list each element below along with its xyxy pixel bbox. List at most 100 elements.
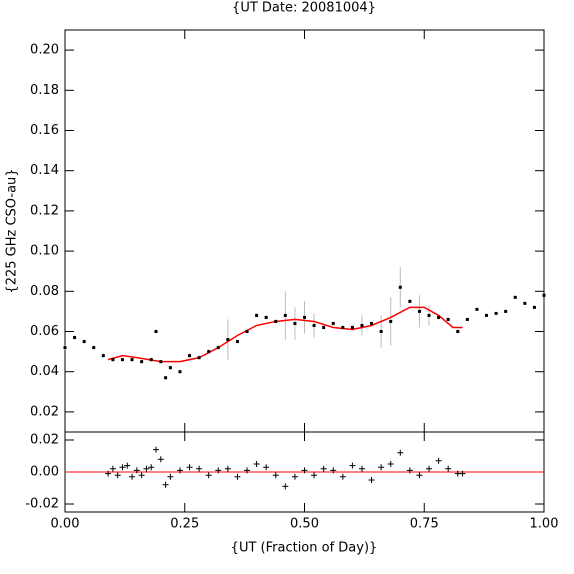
y-tick-label: 0.02 <box>30 404 59 419</box>
point <box>311 472 318 479</box>
point <box>397 449 404 456</box>
point <box>350 325 354 329</box>
point <box>235 340 239 344</box>
point <box>159 360 163 364</box>
x-tick-label: 0.00 <box>51 517 80 532</box>
point <box>207 350 211 354</box>
y-tick-label: -0.02 <box>25 497 59 512</box>
point <box>291 473 298 480</box>
point <box>532 305 536 309</box>
point <box>226 338 230 342</box>
point <box>301 467 308 474</box>
point <box>140 360 144 364</box>
x-tick-label: 0.75 <box>410 517 439 532</box>
y-tick-label: 0.18 <box>30 83 59 98</box>
point <box>255 313 259 317</box>
point <box>109 465 116 472</box>
point <box>153 446 160 453</box>
y-tick-label: 0.02 <box>30 433 59 448</box>
point <box>459 470 466 477</box>
point <box>168 366 172 370</box>
x-tick-label: 1.00 <box>530 517 559 532</box>
point <box>167 473 174 480</box>
point <box>154 330 158 333</box>
point <box>389 319 393 323</box>
point <box>196 465 203 472</box>
point <box>82 340 86 344</box>
point <box>293 321 297 325</box>
point <box>162 481 169 488</box>
point <box>426 465 433 472</box>
point <box>138 472 145 479</box>
point <box>358 465 365 472</box>
point <box>542 293 546 297</box>
y-tick-label: 0.12 <box>30 203 59 218</box>
point <box>111 358 115 362</box>
point <box>282 483 289 490</box>
x-tick-label: 0.50 <box>290 517 319 532</box>
y-tick-label: 0.06 <box>30 324 59 339</box>
point <box>504 309 508 313</box>
point <box>245 330 249 333</box>
point <box>129 473 136 480</box>
point <box>320 465 327 472</box>
x-axis-label: {UT (Fraction of Day)} <box>231 541 378 556</box>
point <box>485 313 489 317</box>
point <box>446 317 450 321</box>
point <box>215 467 222 474</box>
point <box>494 311 498 315</box>
point <box>148 464 155 471</box>
point <box>92 346 96 350</box>
y-tick-label: 0.00 <box>30 465 59 480</box>
point <box>435 457 442 464</box>
y-axis-label: {225 GHz CSO-au} <box>5 168 20 293</box>
point <box>331 321 335 325</box>
point <box>387 461 394 467</box>
point <box>197 356 201 360</box>
point <box>523 301 527 305</box>
y-tick-label: 0.20 <box>30 43 59 58</box>
point <box>157 456 164 463</box>
point <box>360 323 364 327</box>
y-tick-label: 0.08 <box>30 284 59 299</box>
point <box>272 472 279 479</box>
point <box>417 309 421 313</box>
x-tick-label: 0.25 <box>170 517 199 532</box>
point <box>349 462 356 469</box>
point <box>406 467 413 474</box>
point <box>164 376 168 380</box>
point <box>408 299 412 303</box>
point <box>253 461 260 467</box>
point <box>437 315 441 319</box>
point <box>465 317 469 321</box>
point <box>188 354 192 358</box>
point <box>176 467 183 474</box>
point <box>124 462 131 469</box>
point <box>216 346 220 350</box>
top-frame <box>64 29 545 433</box>
point <box>513 295 517 299</box>
point <box>114 472 121 479</box>
point <box>379 330 383 333</box>
point <box>178 370 182 374</box>
point <box>101 354 105 358</box>
point <box>456 330 460 333</box>
point <box>378 464 385 471</box>
point <box>283 313 287 317</box>
point <box>427 313 431 317</box>
chart-title: {UT Date: 20081004} <box>232 1 376 16</box>
point <box>312 323 316 327</box>
point <box>130 358 134 362</box>
point <box>186 464 193 471</box>
point <box>133 467 140 474</box>
point <box>244 467 251 474</box>
point <box>341 325 345 329</box>
point <box>143 465 150 472</box>
point <box>445 465 452 472</box>
point <box>264 315 268 319</box>
point <box>205 472 212 479</box>
point <box>398 285 402 289</box>
point <box>149 358 153 362</box>
point <box>368 477 375 483</box>
point <box>119 464 126 471</box>
